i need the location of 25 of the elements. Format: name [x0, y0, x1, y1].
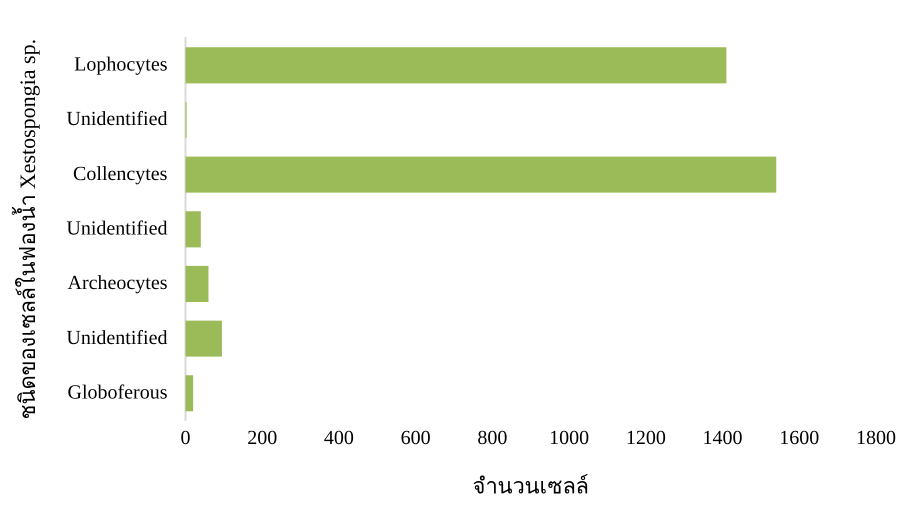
bar — [185, 47, 726, 84]
bar — [185, 211, 201, 248]
bar — [185, 156, 776, 193]
x-tick-label: 1600 — [779, 426, 820, 449]
x-tick-label: 400 — [324, 426, 354, 449]
y-axis-title: ชนิดของเซลล์ในฟองน้ำ Xestospongia sp. — [12, 38, 40, 420]
y-tick-label: Lophocytes — [74, 54, 168, 76]
bar — [185, 320, 222, 357]
y-tick-label: Collencytes — [73, 162, 168, 185]
x-tick-label: 1800 — [856, 426, 896, 449]
x-tick-label: 1400 — [702, 426, 743, 449]
bar — [185, 266, 208, 302]
x-tick-label: 1000 — [549, 426, 590, 449]
y-tick-label: Globoferous — [68, 382, 168, 404]
x-tick-label: 0 — [180, 426, 190, 449]
x-tick-label: 1200 — [626, 426, 666, 449]
x-tick-label: 800 — [477, 426, 508, 449]
y-tick-label: Unidentified — [66, 218, 168, 240]
y-tick-label: Archeocytes — [68, 272, 168, 294]
y-tick-label: Unidentified — [66, 326, 168, 349]
x-tick-label: 200 — [247, 426, 278, 449]
x-tick-label: 600 — [400, 426, 431, 449]
x-axis-title: จำนวนเซลล์ — [472, 474, 589, 499]
y-tick-label: Unidentified — [66, 108, 168, 130]
bar — [185, 375, 194, 412]
